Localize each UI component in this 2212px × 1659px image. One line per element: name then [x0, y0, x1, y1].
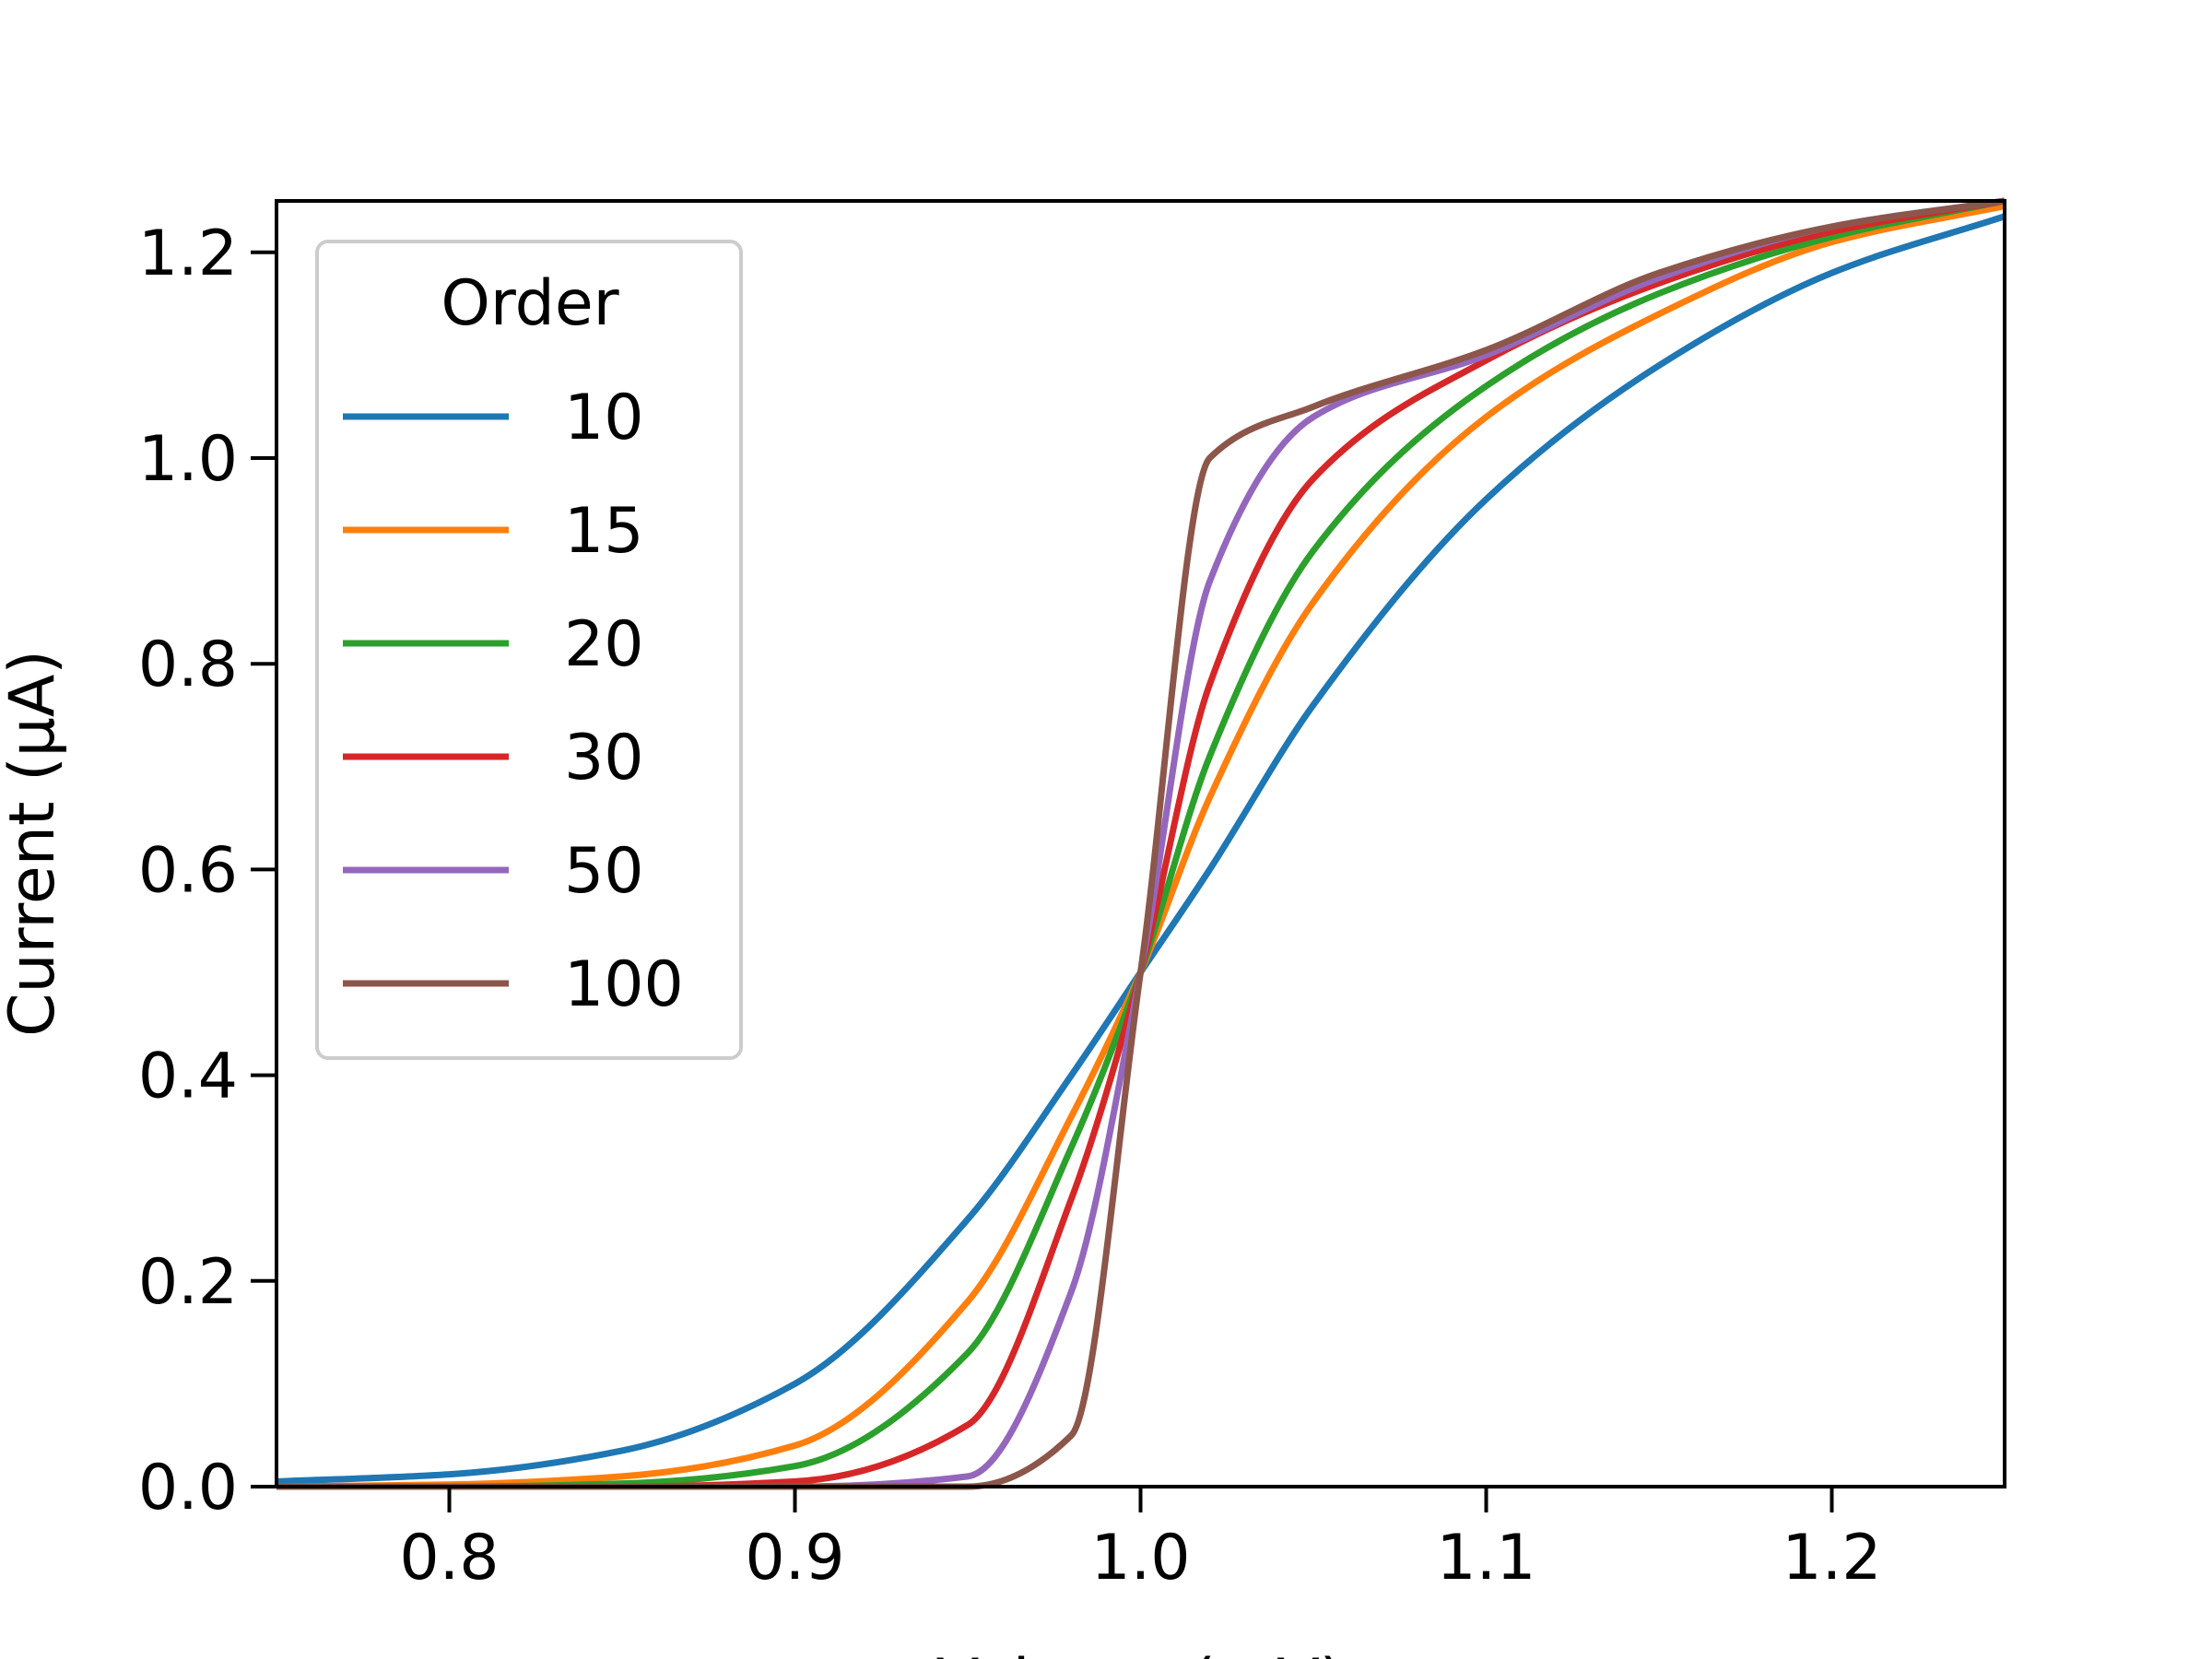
- y-axis-ticks: 0.0 0.2 0.4 0.6 0.8 1.0 1.2: [138, 218, 276, 1524]
- legend-label-15: 15: [564, 495, 644, 568]
- x-tick-label: 1.0: [1090, 1522, 1190, 1594]
- legend-box: [315, 240, 743, 1060]
- legend-entries: 10 15 20 30 50 100: [343, 382, 684, 1021]
- x-tick-label: 1.1: [1436, 1522, 1535, 1594]
- legend-label-100: 100: [564, 948, 684, 1021]
- x-axis-label: Voltage (mV): [936, 1646, 1345, 1659]
- legend: Order 10 15 20 30 50 100: [315, 240, 743, 1060]
- x-tick-label: 0.9: [745, 1522, 844, 1594]
- y-tick-label: 0.2: [138, 1246, 238, 1319]
- x-tick-label: 1.2: [1782, 1522, 1881, 1594]
- legend-label-30: 30: [564, 722, 644, 794]
- legend-label-10: 10: [564, 382, 644, 454]
- y-tick-label: 1.0: [138, 423, 238, 496]
- x-axis-ticks: 0.8 0.9 1.0 1.1 1.2: [399, 1487, 1882, 1594]
- y-axis-label: Current (μA): [0, 650, 69, 1037]
- y-tick-label: 1.2: [138, 218, 238, 290]
- y-tick-label: 0.8: [138, 629, 238, 701]
- legend-label-20: 20: [564, 608, 644, 681]
- legend-label-50: 50: [564, 835, 644, 908]
- x-tick-label: 0.8: [399, 1522, 499, 1594]
- y-tick-label: 0.6: [138, 834, 238, 907]
- y-tick-label: 0.0: [138, 1452, 238, 1524]
- y-tick-label: 0.4: [138, 1041, 238, 1113]
- legend-title: Order: [441, 267, 618, 340]
